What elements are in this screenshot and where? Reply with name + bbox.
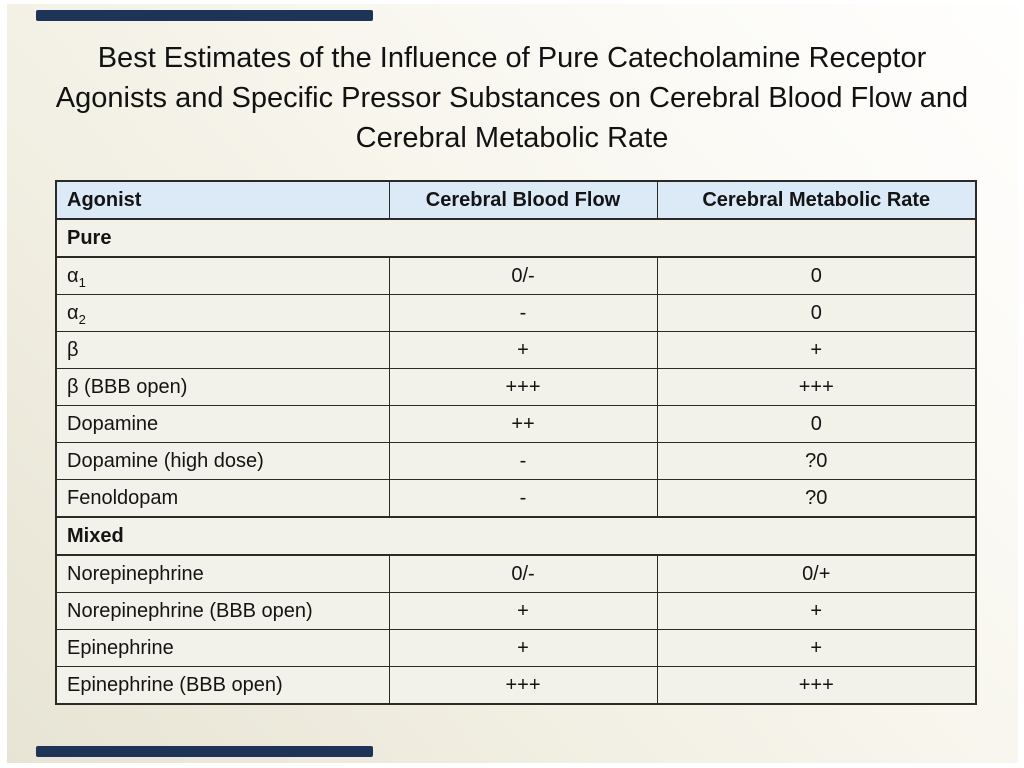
cbf-cell: + [388,331,658,369]
accent-bar-top [36,10,373,21]
table-row-beta: β + + [55,331,977,369]
cmr-cell: 0 [656,405,977,443]
agonist-cell: Fenoldopam [55,479,390,518]
agonist-effects-table: Agonist Cerebral Blood Flow Cerebral Met… [55,180,977,705]
column-header-cerebral-blood-flow: Cerebral Blood Flow [388,180,658,220]
table-row-norepinephrine: Norepinephrine 0/- 0/+ [55,554,977,593]
agonist-cell: β [55,331,390,369]
table-row-epinephrine: Epinephrine + + [55,629,977,667]
agonist-cell: Dopamine [55,405,390,443]
cbf-cell: ++ [388,405,658,443]
table-row-dopamine: Dopamine ++ 0 [55,405,977,443]
agonist-symbol: α [67,264,79,287]
cmr-cell: + [656,331,977,369]
agonist-cell: Epinephrine [55,629,390,667]
slide-title-line-2: Agonists and Specific Pressor Substances… [55,82,969,114]
agonist-cell: β (BBB open) [55,368,390,406]
cbf-cell: - [388,442,658,480]
cmr-cell: +++ [656,666,977,705]
agonist-subscript: 2 [78,311,86,327]
cmr-cell: 0/+ [656,554,977,593]
table-section-row-pure: Pure [55,218,977,258]
cbf-cell: +++ [388,666,658,705]
table-row-epinephrine-bbb-open: Epinephrine (BBB open) +++ +++ [55,666,977,705]
cmr-cell: + [656,629,977,667]
table-section-row-mixed: Mixed [55,516,977,556]
agonist-cell: Norepinephrine [55,554,390,593]
table-row-fenoldopam: Fenoldopam - ?0 [55,479,977,518]
cbf-cell: + [388,592,658,630]
agonist-cell: Norepinephrine (BBB open) [55,592,390,630]
agonist-cell: α1 [55,256,390,295]
cbf-cell: 0/- [388,554,658,593]
cmr-cell: ?0 [656,442,977,480]
slide-title-line-1: Best Estimates of the Influence of Pure … [97,42,927,74]
cbf-cell: - [388,479,658,518]
cbf-cell: 0/- [388,256,658,295]
cmr-cell: 0 [656,256,977,295]
column-header-cerebral-metabolic-rate: Cerebral Metabolic Rate [656,180,977,220]
table-row-beta-bbb-open: β (BBB open) +++ +++ [55,368,977,406]
cmr-cell: ?0 [656,479,977,518]
agonist-cell: Epinephrine (BBB open) [55,666,390,705]
section-label-mixed: Mixed [55,516,977,556]
slide-title: Best Estimates of the Influence of Pure … [40,38,984,158]
accent-bar-bottom [36,746,373,757]
table-row-alpha1: α1 0/- 0 [55,256,977,295]
cmr-cell: +++ [656,368,977,406]
column-header-agonist: Agonist [55,180,390,220]
cbf-cell: - [388,294,658,332]
cmr-cell: 0 [656,294,977,332]
agonist-cell: Dopamine (high dose) [55,442,390,480]
section-label-pure: Pure [55,218,977,258]
table-row-norepinephrine-bbb-open: Norepinephrine (BBB open) + + [55,592,977,630]
slide-title-line-3: Cerebral Metabolic Rate [355,122,669,154]
cbf-cell: +++ [388,368,658,406]
table-header-row: Agonist Cerebral Blood Flow Cerebral Met… [55,180,977,220]
table-row-dopamine-high-dose: Dopamine (high dose) - ?0 [55,442,977,480]
cbf-cell: + [388,629,658,667]
table-row-alpha2: α2 - 0 [55,294,977,332]
agonist-cell: α2 [55,294,390,332]
agonist-symbol: α [67,301,79,324]
cmr-cell: + [656,592,977,630]
agonist-subscript: 1 [78,274,86,290]
